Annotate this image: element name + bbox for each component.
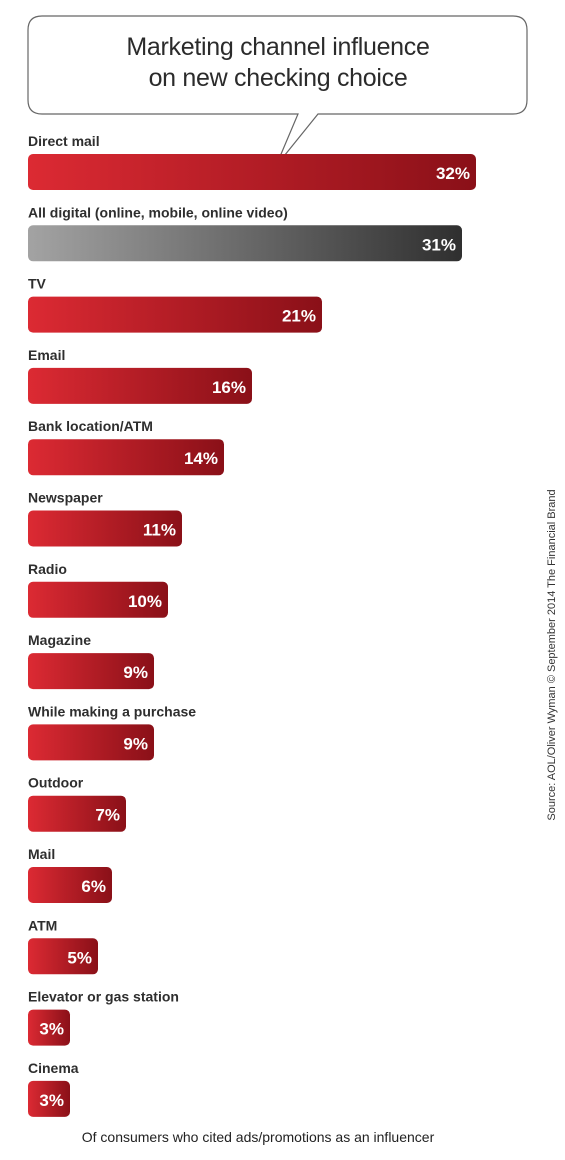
bar <box>28 296 322 333</box>
category-label: Magazine <box>28 632 91 648</box>
value-label: 10% <box>128 592 162 611</box>
value-label: 32% <box>436 164 470 183</box>
category-label: Outdoor <box>28 775 84 791</box>
category-label: While making a purchase <box>28 703 196 719</box>
value-label: 21% <box>282 307 316 326</box>
bar <box>28 154 476 190</box>
value-label: 3% <box>39 1020 64 1039</box>
bar <box>28 225 462 262</box>
category-label: ATM <box>28 917 57 933</box>
value-label: 5% <box>67 948 92 967</box>
value-label: 6% <box>81 877 106 896</box>
chart-footnote: Of consumers who cited ads/promotions as… <box>81 1129 435 1145</box>
category-label: TV <box>28 276 47 292</box>
bar <box>28 439 224 476</box>
bar <box>28 795 126 832</box>
bar <box>28 1080 70 1117</box>
value-label: 31% <box>422 235 456 254</box>
category-label: Cinema <box>28 1060 79 1076</box>
category-label: Direct mail <box>28 133 100 149</box>
bar <box>28 867 112 903</box>
category-label: Email <box>28 347 65 363</box>
source-credit: Source: AOL/Oliver Wyman © September 201… <box>546 489 558 821</box>
value-label: 9% <box>123 663 148 682</box>
value-label: 7% <box>95 806 120 825</box>
bar <box>28 938 98 975</box>
bar <box>28 653 154 690</box>
category-label: All digital (online, mobile, online vide… <box>28 204 288 220</box>
category-label: Radio <box>28 561 67 577</box>
bar <box>28 367 252 404</box>
value-label: 16% <box>212 378 246 397</box>
category-label: Newspaper <box>28 490 103 506</box>
chart-title: Marketing channel influence on new check… <box>126 33 430 92</box>
bar <box>28 1009 70 1046</box>
bar <box>28 510 182 547</box>
value-label: 14% <box>184 449 218 468</box>
value-label: 3% <box>39 1091 64 1110</box>
bar <box>28 581 168 618</box>
category-label: Bank location/ATM <box>28 418 153 434</box>
value-label: 9% <box>123 734 148 753</box>
value-label: 11% <box>143 521 176 540</box>
category-label: Elevator or gas station <box>28 989 179 1005</box>
category-label: Mail <box>28 846 55 862</box>
bar <box>28 724 154 761</box>
